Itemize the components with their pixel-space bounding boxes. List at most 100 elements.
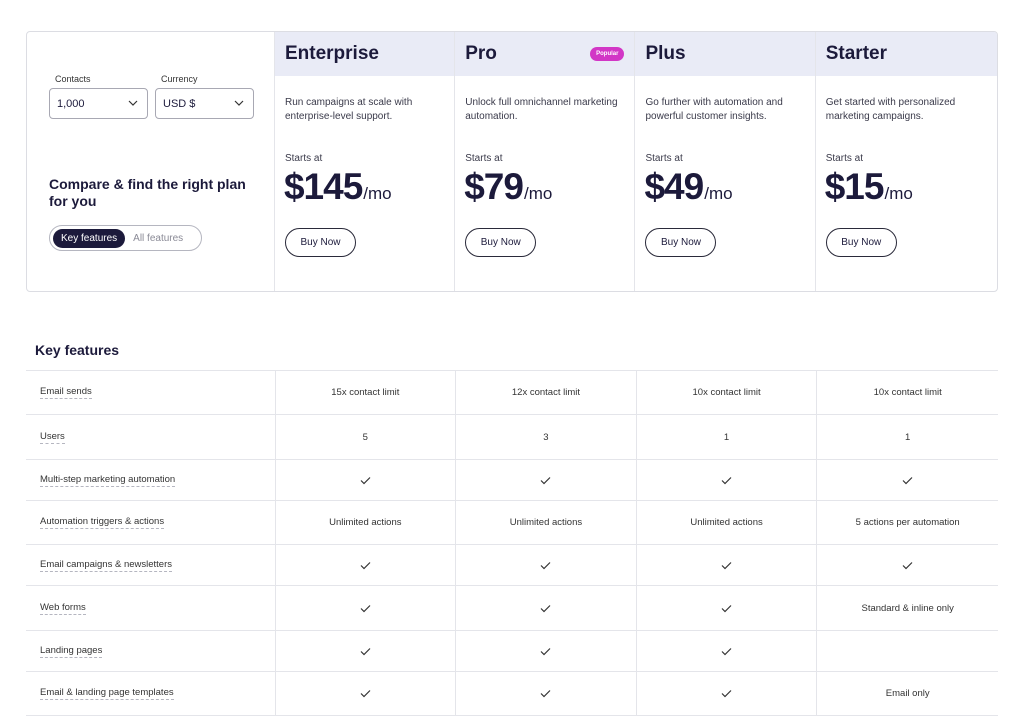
plan-name: Starter bbox=[815, 32, 997, 76]
buy-now-button[interactable]: Buy Now bbox=[645, 228, 717, 257]
feature-value: 5 bbox=[274, 415, 456, 459]
check-icon bbox=[541, 690, 551, 698]
price-period: /mo bbox=[523, 184, 553, 203]
feature-name-cell: Automation triggers & actions bbox=[26, 501, 275, 544]
compare-title: Compare & find the right plan for you bbox=[49, 176, 246, 209]
currency-value: USD $ bbox=[163, 97, 196, 110]
table-row: Users 5 3 1 1 bbox=[26, 415, 998, 460]
price-period: /mo bbox=[363, 184, 392, 203]
feature-value: Unlimited actions bbox=[455, 501, 636, 544]
feature-value: 12x contact limit bbox=[455, 371, 636, 414]
plan-price: $15 /mo bbox=[825, 166, 913, 208]
currency-label: Currency bbox=[161, 74, 198, 84]
chevron-down-icon bbox=[128, 100, 138, 106]
feature-name[interactable]: Multi-step marketing automation bbox=[40, 473, 176, 487]
plan-name: Enterprise bbox=[274, 32, 455, 76]
feature-value: 1 bbox=[635, 415, 817, 459]
check-icon bbox=[902, 561, 913, 569]
feature-value-cell bbox=[816, 460, 998, 500]
feature-value: Standard & inline only bbox=[816, 586, 998, 630]
contacts-label: Contacts bbox=[55, 74, 91, 84]
plan-pro: Pro Popular Unlock full omnichannel mark… bbox=[455, 32, 636, 291]
feature-name[interactable]: Email & landing page templates bbox=[40, 687, 174, 700]
plan-enterprise: Enterprise Run campaigns at scale with e… bbox=[274, 32, 456, 291]
feature-value-cell bbox=[274, 672, 456, 715]
check-icon bbox=[360, 647, 371, 655]
plan-name: Plus bbox=[635, 32, 815, 76]
price-amount: $79 bbox=[464, 166, 524, 207]
price-period: /mo bbox=[704, 184, 733, 203]
features-toggle: Key features All features bbox=[49, 225, 202, 251]
feature-value-cell bbox=[274, 631, 456, 671]
check-icon bbox=[541, 604, 551, 612]
chevron-down-icon bbox=[234, 100, 244, 106]
starts-at-label: Starts at bbox=[825, 153, 863, 164]
key-features-title: Key features bbox=[35, 342, 120, 358]
feature-name[interactable]: Email sends bbox=[40, 386, 92, 399]
feature-value-cell bbox=[274, 545, 456, 585]
feature-name[interactable]: Web forms bbox=[40, 601, 86, 615]
plan-plus: Plus Go further with automation and powe… bbox=[635, 32, 816, 291]
table-row: Web forms Standard & inline only bbox=[26, 586, 998, 631]
feature-value: Email only bbox=[816, 672, 998, 715]
check-icon bbox=[360, 604, 371, 612]
feature-value-cell bbox=[816, 545, 998, 585]
buy-now-button[interactable]: Buy Now bbox=[284, 228, 356, 257]
feature-value: 5 actions per automation bbox=[816, 501, 998, 544]
feature-name[interactable]: Users bbox=[40, 430, 65, 444]
feature-value bbox=[816, 631, 998, 671]
feature-name[interactable]: Landing pages bbox=[40, 644, 103, 658]
feature-value-cell bbox=[455, 672, 636, 715]
price-period: /mo bbox=[884, 184, 913, 203]
table-row: Landing pages bbox=[26, 631, 998, 672]
feature-name[interactable]: Email campaigns & newsletters bbox=[40, 558, 172, 572]
plan-controls: Contacts 1,000 Currency USD $ Compare & … bbox=[27, 32, 275, 291]
feature-name[interactable]: Automation triggers & actions bbox=[40, 516, 165, 529]
feature-name-cell: Users bbox=[26, 415, 275, 459]
contacts-select[interactable]: 1,000 bbox=[49, 88, 148, 119]
toggle-key-features[interactable]: Key features bbox=[53, 228, 126, 248]
feature-value-cell bbox=[455, 460, 636, 500]
table-row: Email sends 15x contact limit 12x contact … bbox=[26, 371, 998, 415]
buy-now-button[interactable]: Buy Now bbox=[825, 228, 897, 257]
feature-value: Unlimited actions bbox=[274, 501, 456, 544]
currency-select[interactable]: USD $ bbox=[155, 88, 254, 119]
buy-now-button[interactable]: Buy Now bbox=[465, 228, 537, 257]
feature-name-cell: Web forms bbox=[26, 586, 275, 630]
plan-price: $145 /mo bbox=[284, 166, 392, 208]
check-icon bbox=[721, 476, 732, 484]
feature-value-cell bbox=[455, 586, 636, 630]
feature-value-cell bbox=[635, 545, 817, 585]
popular-badge: Popular bbox=[590, 47, 625, 61]
check-icon bbox=[721, 604, 732, 612]
check-icon bbox=[902, 476, 913, 484]
feature-value-cell bbox=[455, 545, 636, 585]
check-icon bbox=[541, 647, 551, 655]
plan-header: Pro Popular bbox=[455, 32, 635, 76]
feature-value-cell bbox=[635, 586, 817, 630]
feature-value: 10x contact limit bbox=[816, 371, 998, 414]
check-icon bbox=[541, 476, 551, 484]
plan-description: Go further with automation and powerful … bbox=[645, 97, 783, 122]
feature-name-cell: Multi-step marketing automation bbox=[26, 460, 275, 500]
check-icon bbox=[541, 561, 551, 569]
feature-name-cell: Email campaigns & newsletters bbox=[26, 545, 275, 585]
feature-value-cell bbox=[274, 586, 456, 630]
feature-value-cell bbox=[455, 631, 636, 671]
table-row: Email & landing page templates Email only bbox=[26, 672, 998, 716]
price-amount: $15 bbox=[824, 166, 885, 207]
plan-description: Run campaigns at scale with enterprise-l… bbox=[284, 97, 413, 122]
feature-name-cell: Landing pages bbox=[26, 631, 275, 671]
check-icon bbox=[721, 561, 732, 569]
pricing-card: Contacts 1,000 Currency USD $ Compare & … bbox=[26, 31, 998, 292]
starts-at-label: Starts at bbox=[465, 153, 503, 164]
feature-value-cell bbox=[635, 672, 817, 715]
plan-price: $79 /mo bbox=[464, 166, 552, 208]
table-row: Automation triggers & actions Unlimited a… bbox=[26, 501, 998, 545]
check-icon bbox=[721, 690, 732, 698]
feature-value: 15x contact limit bbox=[274, 371, 456, 414]
features-table: Email sends 15x contact limit 12x contact … bbox=[26, 370, 998, 716]
table-row: Multi-step marketing automation bbox=[26, 460, 998, 501]
feature-value: 1 bbox=[816, 415, 998, 459]
toggle-all-features[interactable]: All features bbox=[133, 232, 184, 244]
